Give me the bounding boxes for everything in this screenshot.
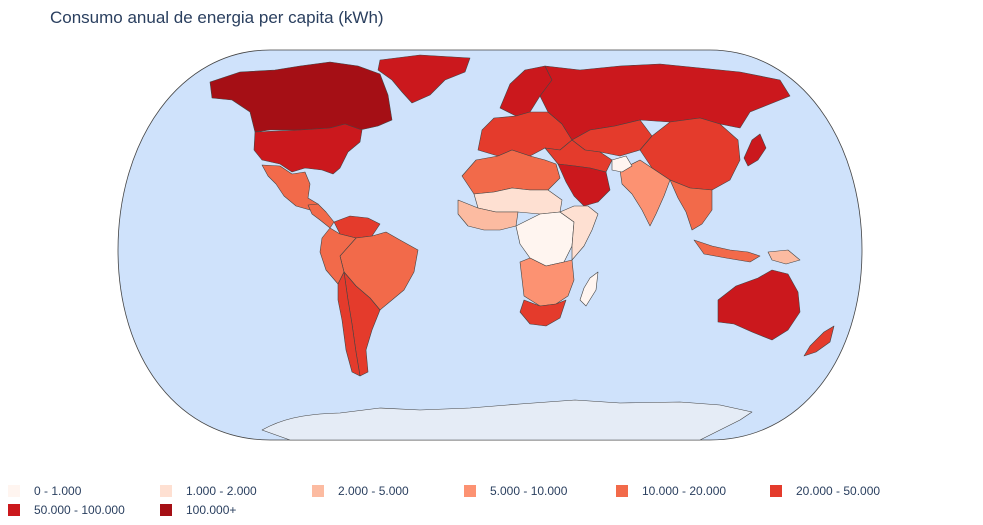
region-afghanistan[interactable] <box>611 155 633 173</box>
region-south-africa[interactable] <box>519 299 567 327</box>
legend-item[interactable]: 1.000 - 2.000 <box>160 482 257 500</box>
legend-label: 0 - 1.000 <box>34 484 82 498</box>
legend-swatch <box>8 485 20 497</box>
legend-item[interactable]: 0 - 1.000 <box>8 482 81 500</box>
legend-label: 50.000 - 100.000 <box>34 503 125 517</box>
region-arabian-peninsula[interactable] <box>557 163 611 207</box>
map-title: Consumo anual de energia per capita (kWh… <box>50 8 384 27</box>
region-united-states[interactable] <box>253 123 363 175</box>
region-madagascar[interactable] <box>579 271 599 307</box>
region-new-zealand[interactable] <box>803 325 835 357</box>
choropleth-map[interactable] <box>0 0 983 475</box>
legend-item[interactable]: 2.000 - 5.000 <box>312 482 409 500</box>
region-papua-new-guinea[interactable] <box>767 249 801 265</box>
legend-swatch <box>160 504 172 516</box>
region-greenland[interactable] <box>377 54 471 104</box>
region-southern-africa[interactable] <box>519 257 575 307</box>
region-central-africa[interactable] <box>515 211 575 267</box>
legend-label: 2.000 - 5.000 <box>338 484 409 498</box>
region-west-africa[interactable] <box>457 199 519 231</box>
legend-swatch <box>8 504 20 516</box>
region-southeast-asia[interactable] <box>669 179 713 231</box>
legend-swatch <box>464 485 476 497</box>
legend-label: 5.000 - 10.000 <box>490 484 568 498</box>
legend-item[interactable]: 50.000 - 100.000 <box>8 501 125 519</box>
legend-item[interactable]: 20.000 - 50.000 <box>770 482 880 500</box>
region-india[interactable] <box>619 159 671 227</box>
region-japan[interactable] <box>743 133 767 167</box>
region-chile[interactable] <box>337 271 361 377</box>
region-indonesia[interactable] <box>693 239 761 263</box>
legend-swatch <box>312 485 324 497</box>
legend-item[interactable]: 10.000 - 20.000 <box>616 482 726 500</box>
region-central-america[interactable] <box>307 203 335 229</box>
legend-swatch <box>160 485 172 497</box>
region-antarctica[interactable] <box>261 399 753 441</box>
legend-label: 10.000 - 20.000 <box>642 484 727 498</box>
legend-swatch <box>770 485 782 497</box>
legend: 0 - 1.000 1.000 - 2.000 2.000 - 5.000 5.000… <box>8 482 968 522</box>
legend-label: 100.000+ <box>186 503 237 517</box>
region-canada[interactable] <box>209 61 393 133</box>
legend-swatch <box>616 485 628 497</box>
legend-item[interactable]: 5.000 - 10.000 <box>464 482 567 500</box>
legend-label: 1.000 - 2.000 <box>186 484 257 498</box>
region-australia[interactable] <box>717 269 801 341</box>
legend-label: 20.000 - 50.000 <box>796 484 881 498</box>
region-east-africa[interactable] <box>559 205 599 261</box>
legend-item[interactable]: 100.000+ <box>160 501 236 519</box>
